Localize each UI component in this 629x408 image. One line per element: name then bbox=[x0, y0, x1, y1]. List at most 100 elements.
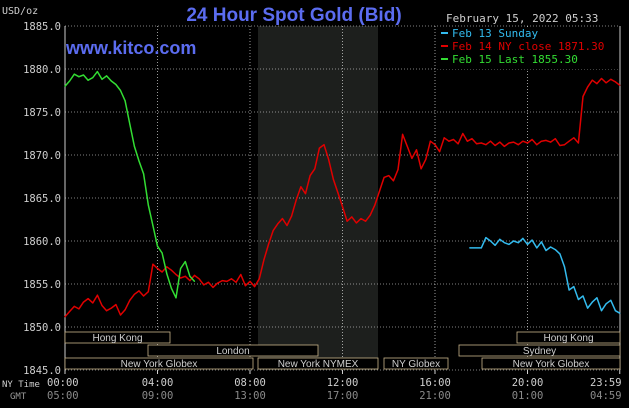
data-point bbox=[466, 140, 468, 142]
data-point bbox=[193, 280, 196, 282]
data-point bbox=[124, 100, 126, 102]
legend-box bbox=[436, 27, 618, 69]
data-point bbox=[452, 138, 455, 141]
session-box bbox=[481, 357, 621, 370]
data-point bbox=[415, 149, 418, 151]
data-point bbox=[383, 176, 385, 178]
data-point bbox=[166, 273, 168, 275]
data-point bbox=[119, 314, 122, 316]
session-box bbox=[147, 344, 319, 357]
data-point bbox=[106, 75, 108, 77]
data-point bbox=[480, 247, 482, 249]
data-point bbox=[402, 133, 404, 135]
y-tick-label: 1870.0 bbox=[23, 150, 61, 162]
data-point bbox=[249, 280, 251, 282]
data-point bbox=[166, 266, 168, 268]
data-point bbox=[619, 312, 621, 314]
x-tick-ny: 04:00 bbox=[142, 377, 174, 389]
data-point bbox=[323, 144, 325, 146]
data-point bbox=[582, 295, 584, 297]
data-point bbox=[69, 310, 71, 313]
data-point bbox=[406, 145, 408, 147]
data-point bbox=[133, 293, 135, 295]
data-point bbox=[180, 267, 182, 270]
session-box bbox=[458, 344, 621, 357]
data-point bbox=[96, 294, 98, 296]
data-point bbox=[226, 280, 228, 282]
data-point bbox=[73, 305, 75, 307]
data-point bbox=[522, 140, 524, 142]
data-point bbox=[591, 301, 593, 303]
data-point bbox=[230, 278, 233, 280]
data-point bbox=[531, 138, 533, 141]
data-point bbox=[610, 78, 612, 80]
data-point bbox=[82, 74, 85, 76]
data-point bbox=[471, 138, 473, 140]
data-point bbox=[378, 190, 381, 192]
data-point bbox=[499, 238, 501, 240]
data-point bbox=[485, 144, 487, 146]
data-point bbox=[193, 274, 196, 276]
data-point bbox=[550, 141, 552, 143]
data-point bbox=[559, 144, 561, 147]
data-point bbox=[64, 316, 66, 318]
data-point bbox=[189, 275, 191, 277]
session-boxes: Hong Kong London New York Globex New York N… bbox=[64, 331, 621, 370]
data-point bbox=[559, 253, 561, 255]
data-point bbox=[198, 278, 200, 280]
data-point bbox=[175, 297, 177, 299]
data-point bbox=[92, 302, 94, 304]
series-lines bbox=[64, 70, 621, 318]
x-tick-ny: 12:00 bbox=[327, 377, 359, 389]
data-point bbox=[610, 299, 612, 301]
data-point bbox=[304, 193, 307, 195]
data-point bbox=[573, 137, 575, 139]
data-point bbox=[568, 140, 570, 142]
data-point bbox=[106, 310, 108, 312]
data-point bbox=[355, 222, 357, 224]
data-point bbox=[411, 157, 413, 159]
data-point bbox=[133, 145, 135, 147]
data-point bbox=[587, 86, 589, 88]
data-point bbox=[573, 286, 575, 288]
data-point bbox=[295, 199, 297, 201]
data-point bbox=[508, 243, 510, 245]
data-point bbox=[212, 286, 214, 288]
data-point bbox=[147, 204, 149, 206]
data-point bbox=[536, 247, 538, 249]
data-point bbox=[614, 310, 617, 312]
data-point bbox=[591, 79, 593, 81]
x-tick-gmt: 04:59 bbox=[590, 390, 622, 402]
data-point bbox=[119, 89, 122, 92]
data-point bbox=[92, 77, 94, 79]
data-point bbox=[469, 247, 471, 249]
ny-time-label: NY Time bbox=[2, 380, 40, 390]
data-point bbox=[161, 271, 163, 273]
watermark[interactable]: www.kitco.com bbox=[65, 38, 196, 58]
data-point bbox=[540, 241, 543, 243]
data-point bbox=[318, 147, 320, 149]
gmt-label: GMT bbox=[10, 392, 27, 402]
data-point bbox=[124, 309, 126, 311]
data-point bbox=[550, 246, 552, 248]
data-point bbox=[540, 140, 543, 142]
data-point bbox=[517, 242, 519, 244]
data-point bbox=[221, 280, 223, 282]
data-point bbox=[365, 220, 367, 222]
data-point bbox=[429, 140, 431, 142]
data-point bbox=[374, 204, 376, 206]
data-point bbox=[272, 230, 274, 232]
data-point bbox=[577, 142, 580, 144]
data-point bbox=[96, 71, 98, 73]
data-point bbox=[577, 298, 580, 301]
data-point bbox=[217, 282, 219, 284]
data-point bbox=[152, 263, 154, 265]
data-point bbox=[115, 304, 117, 306]
data-point bbox=[392, 180, 394, 182]
data-point bbox=[513, 240, 515, 242]
data-point bbox=[189, 280, 191, 282]
y-tick-label: 1865.0 bbox=[23, 193, 61, 205]
data-point bbox=[129, 299, 131, 301]
data-point bbox=[170, 287, 172, 289]
